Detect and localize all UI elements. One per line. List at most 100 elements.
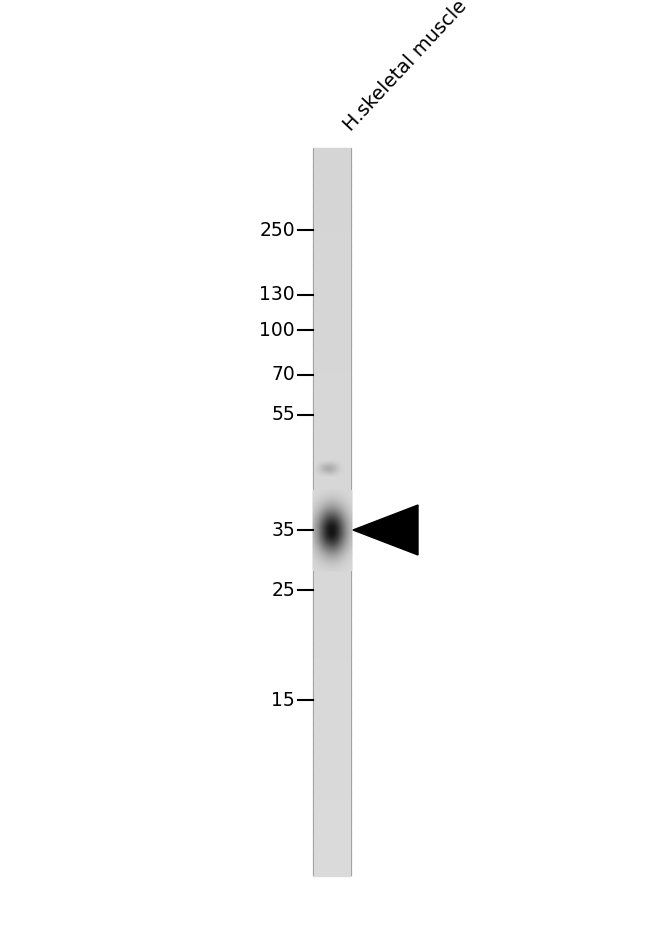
Bar [313, 522, 351, 525]
Bar [313, 325, 351, 326]
Bar [313, 833, 351, 835]
Bar [313, 706, 351, 708]
Bar [313, 194, 351, 195]
Bar [313, 804, 351, 807]
Bar [313, 271, 351, 274]
Bar [313, 526, 351, 529]
Bar [313, 809, 351, 812]
Bar [313, 688, 351, 690]
Bar [313, 210, 351, 213]
Text: 35: 35 [271, 520, 295, 539]
Bar [313, 754, 351, 755]
Bar [313, 288, 351, 290]
Bar [313, 204, 351, 207]
Bar [313, 615, 351, 618]
Bar [313, 675, 351, 678]
Bar [313, 575, 351, 577]
Bar [313, 170, 351, 172]
Bar [313, 694, 351, 696]
Bar [313, 714, 351, 716]
Bar [313, 200, 351, 203]
Bar [313, 480, 351, 483]
Bar [313, 217, 351, 219]
Bar [313, 307, 351, 308]
Bar [313, 752, 351, 754]
Bar [313, 650, 351, 652]
Bar [313, 311, 351, 314]
Bar [313, 486, 351, 489]
Bar [313, 795, 351, 797]
Bar [313, 648, 351, 650]
Bar [313, 704, 351, 706]
Bar [313, 350, 351, 352]
Bar [313, 339, 351, 341]
Bar [313, 375, 351, 378]
Bar [313, 206, 351, 209]
Bar [313, 477, 351, 479]
Bar [313, 609, 351, 612]
Bar [313, 329, 351, 332]
Bar [313, 510, 351, 512]
Bar [313, 549, 351, 552]
Bar [313, 762, 351, 765]
Bar [313, 255, 351, 257]
Text: 130: 130 [259, 286, 295, 305]
Bar [313, 251, 351, 254]
Bar [313, 788, 351, 791]
Bar [313, 237, 351, 239]
Bar [313, 410, 351, 412]
Bar [313, 243, 351, 245]
Bar [313, 664, 351, 666]
Bar [313, 166, 351, 169]
Bar [313, 613, 351, 616]
Bar [313, 426, 351, 428]
Bar [313, 215, 351, 217]
Bar [313, 637, 351, 640]
Bar [313, 188, 351, 191]
Bar [313, 195, 351, 197]
Text: 250: 250 [259, 220, 295, 239]
Bar [313, 265, 351, 267]
Bar [313, 164, 351, 167]
Bar [313, 546, 351, 549]
Bar [313, 158, 351, 161]
Bar [313, 158, 351, 159]
Bar [313, 266, 351, 269]
Bar [313, 482, 351, 485]
Bar [313, 460, 351, 463]
Bar [313, 384, 351, 386]
Bar [313, 492, 351, 493]
Bar [313, 241, 351, 243]
Bar [313, 454, 351, 456]
Bar [313, 628, 351, 630]
Bar [313, 160, 351, 163]
Bar [313, 777, 351, 779]
Bar [313, 372, 351, 374]
Bar [313, 871, 351, 874]
Bar [313, 597, 351, 599]
Bar [313, 444, 351, 447]
Bar [313, 655, 351, 658]
Bar [313, 732, 351, 734]
Bar [313, 377, 351, 380]
Bar [313, 679, 351, 681]
Bar [313, 176, 351, 177]
Bar [313, 190, 351, 192]
Bar [313, 750, 351, 752]
Bar [313, 846, 351, 848]
Bar [313, 708, 351, 710]
Bar [313, 829, 351, 832]
Bar [313, 661, 351, 662]
Bar [313, 543, 351, 545]
Bar [313, 668, 351, 670]
Bar [313, 633, 351, 636]
Bar [313, 182, 351, 185]
Bar [313, 348, 351, 350]
Bar [313, 344, 351, 346]
Bar [313, 197, 351, 199]
Bar [313, 263, 351, 265]
Bar [313, 415, 351, 418]
Bar [313, 861, 351, 863]
Bar [313, 400, 351, 403]
Bar [313, 346, 351, 348]
